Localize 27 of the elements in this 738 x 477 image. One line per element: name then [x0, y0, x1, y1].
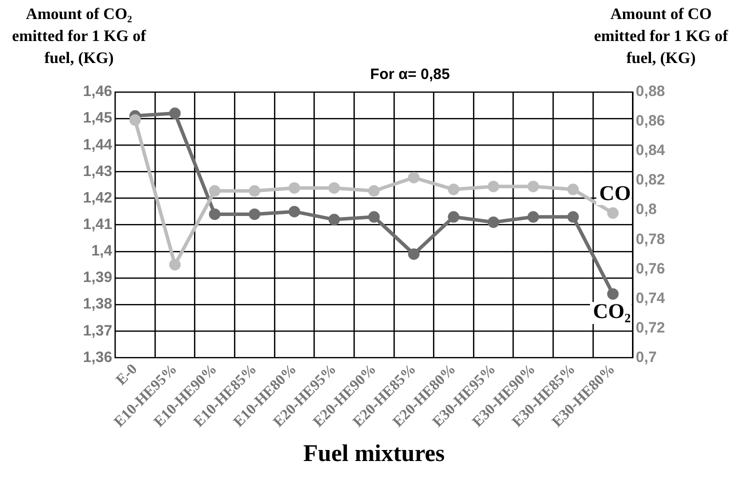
y-tick-label: 1,46 [82, 83, 112, 100]
y2-tick-label: 0,8 [636, 201, 657, 218]
y2-tick-label: 0,82 [636, 172, 666, 189]
y2-tick-label: 0,76 [636, 260, 666, 278]
y-axis-title: Amount of CO₂ emitted for 1 KG of fuel, (KG) [11, 5, 148, 69]
y-tick-label: 1,38 [82, 296, 112, 313]
y-tick-label: 1,44 [82, 136, 113, 154]
series-label: CO [599, 180, 631, 205]
y2-axis-title: Amount of CO emitted for 1 KG of fuel, (KG) [593, 5, 730, 69]
y-tick-label: 1,39 [82, 269, 112, 286]
y2-tick-label: 0,88 [636, 83, 666, 100]
y-tick-label: 1,37 [82, 322, 112, 340]
series-label: CO₂ [593, 298, 631, 323]
y2-tick-label: 0,7 [636, 348, 657, 366]
y-tick-label: 1,4 [91, 242, 113, 260]
y-tick-label: 1,43 [82, 162, 112, 180]
y-tick-label: 1,42 [82, 189, 112, 206]
y2-tick-label: 0,84 [636, 142, 666, 160]
y-tick-label: 1,45 [82, 110, 112, 127]
chart-title: For α= 0,85 [369, 65, 451, 85]
x-axis-title: Fuel mixtures [303, 440, 445, 467]
y2-tick-label: 0,86 [636, 112, 666, 130]
y-tick-label: 1,36 [82, 348, 112, 366]
y-tick-label: 1,41 [82, 216, 112, 233]
y2-tick-label: 0,74 [636, 290, 666, 307]
y2-tick-label: 0,78 [636, 230, 666, 248]
y2-tick-label: 0,72 [636, 319, 666, 336]
